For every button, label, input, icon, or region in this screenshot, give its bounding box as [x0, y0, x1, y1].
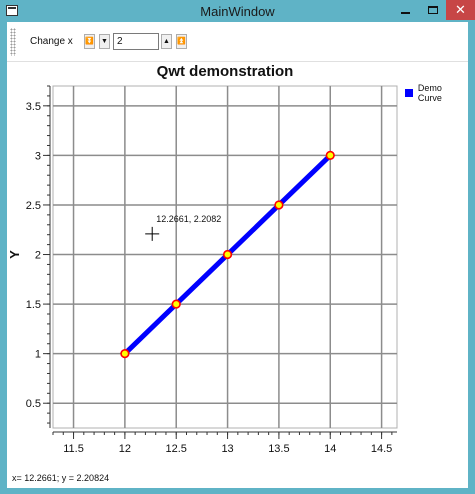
- status-text: x= 12.2661; y = 2.20824: [12, 473, 110, 483]
- close-icon: ✕: [455, 2, 466, 17]
- x-tick-label: 12.5: [166, 443, 187, 455]
- y-tick-label: 3.5: [26, 101, 41, 113]
- step-up-button[interactable]: ▲: [161, 34, 172, 49]
- change-x-label: Change x: [30, 36, 73, 47]
- x-tick-label: 13.5: [268, 443, 289, 455]
- data-point: [171, 299, 181, 309]
- minimize-icon: [400, 12, 410, 14]
- legend-label: Demo Curve: [417, 83, 442, 103]
- status-bar: x= 12.2661; y = 2.20824: [7, 468, 468, 488]
- legend-swatch: [405, 89, 413, 97]
- double-chevron-up-icon: ⏫: [177, 38, 186, 45]
- double-chevron-down-icon: ⏬: [85, 38, 94, 45]
- step-down-fast-button[interactable]: ⏬: [84, 34, 95, 49]
- y-tick-label: 2.5: [26, 200, 41, 212]
- maximize-button[interactable]: [420, 0, 446, 20]
- x-tick-label: 11.5: [63, 443, 84, 455]
- toolbar-grip-icon[interactable]: [10, 28, 16, 56]
- chevron-up-icon: ▲: [163, 38, 170, 45]
- crosshair-label: 12.2661, 2.2082: [156, 214, 221, 224]
- data-point: [222, 249, 233, 260]
- x-value-input[interactable]: 2: [113, 33, 159, 50]
- data-point: [325, 150, 335, 160]
- plot-widget[interactable]: Qwt demonstration Y X Demo Curve 0.511.5…: [7, 63, 468, 487]
- y-tick-label: 1.5: [26, 299, 41, 311]
- data-point: [274, 200, 284, 210]
- plot-canvas[interactable]: 0.511.522.533.511.5 12 12.5 13 13.5 14 14.512.…: [7, 63, 468, 468]
- legend[interactable]: Demo Curve: [405, 83, 468, 103]
- client-area: Change x ⏬ ▼ 2 ▲ ⏫ Qwt demonstration Y X…: [7, 22, 468, 488]
- window-title: MainWindow: [200, 4, 275, 19]
- title-bar[interactable]: MainWindow ✕: [0, 0, 475, 22]
- step-up-fast-button[interactable]: ⏫: [176, 34, 187, 49]
- y-tick-label: 1: [35, 349, 41, 361]
- maximize-icon: [428, 6, 438, 14]
- toolbar: Change x ⏬ ▼ 2 ▲ ⏫: [7, 22, 468, 62]
- plot-title: Qwt demonstration: [156, 63, 294, 80]
- x-tick-label: 14: [324, 443, 336, 455]
- app-icon: [6, 5, 18, 16]
- x-tick-label: 12: [119, 443, 131, 455]
- y-tick-label: 3: [35, 150, 41, 162]
- y-tick-label: 2: [35, 250, 41, 262]
- chevron-down-icon: ▼: [101, 38, 108, 45]
- x-tick-label: 13: [221, 443, 233, 455]
- data-point: [120, 349, 130, 359]
- y-tick-label: 0.5: [26, 398, 41, 410]
- close-button[interactable]: ✕: [446, 0, 475, 20]
- x-tick-label: 14.5: [371, 443, 392, 455]
- step-down-button[interactable]: ▼: [99, 34, 110, 49]
- minimize-button[interactable]: [392, 0, 418, 20]
